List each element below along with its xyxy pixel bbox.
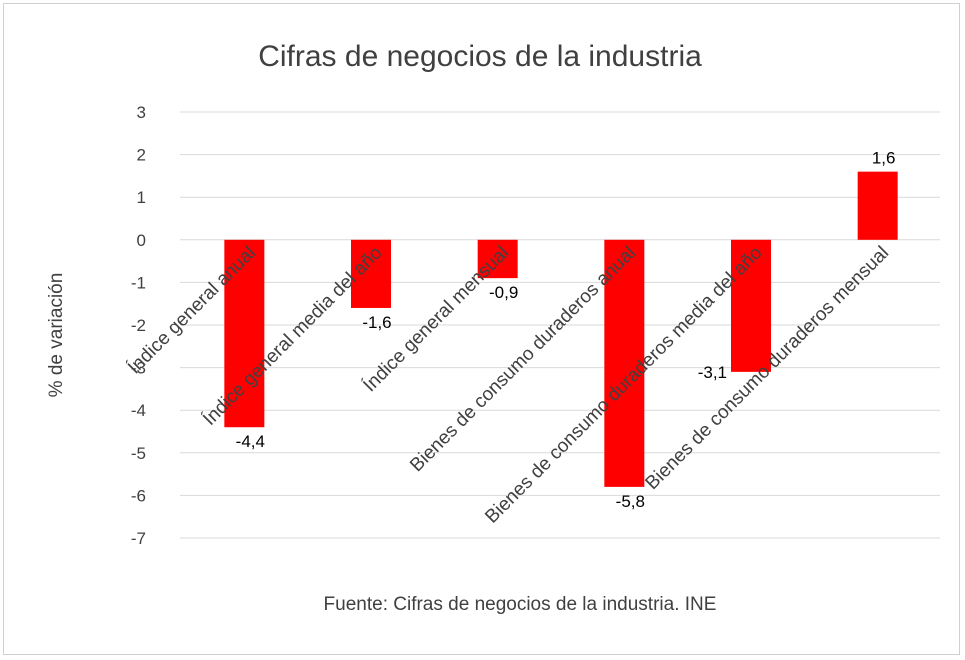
y-tick-label: -6	[131, 486, 146, 505]
data-label: -1,6	[362, 313, 391, 332]
y-tick-label: -4	[131, 401, 146, 420]
data-label: 1,6	[872, 149, 896, 168]
x-axis-label: Fuente: Cifras de negocios de la industr…	[324, 594, 717, 615]
data-label: -3,1	[698, 363, 727, 382]
bar	[351, 239, 391, 308]
y-tick-label: -2	[131, 316, 146, 335]
bar	[224, 239, 265, 428]
y-tick-label: -1	[131, 273, 146, 292]
y-axis-label: % de variación	[46, 273, 67, 398]
y-tick-label: 0	[137, 231, 146, 250]
bar	[731, 239, 771, 372]
chart-frame	[3, 3, 960, 655]
y-tick-label: 3	[137, 103, 146, 122]
y-tick-label: 2	[137, 146, 146, 165]
y-tick-label: -5	[131, 444, 146, 463]
data-label: -4,4	[236, 432, 265, 451]
bar	[604, 239, 645, 487]
bar	[857, 171, 898, 240]
bar	[477, 239, 518, 279]
y-tick-label: 1	[137, 188, 146, 207]
data-label: -5,8	[616, 492, 645, 511]
chart-title: Cifras de negocios de la industria	[258, 40, 702, 73]
y-tick-label: -7	[131, 529, 146, 548]
y-tick-label: -3	[131, 359, 146, 378]
data-label: -0,9	[489, 283, 518, 302]
